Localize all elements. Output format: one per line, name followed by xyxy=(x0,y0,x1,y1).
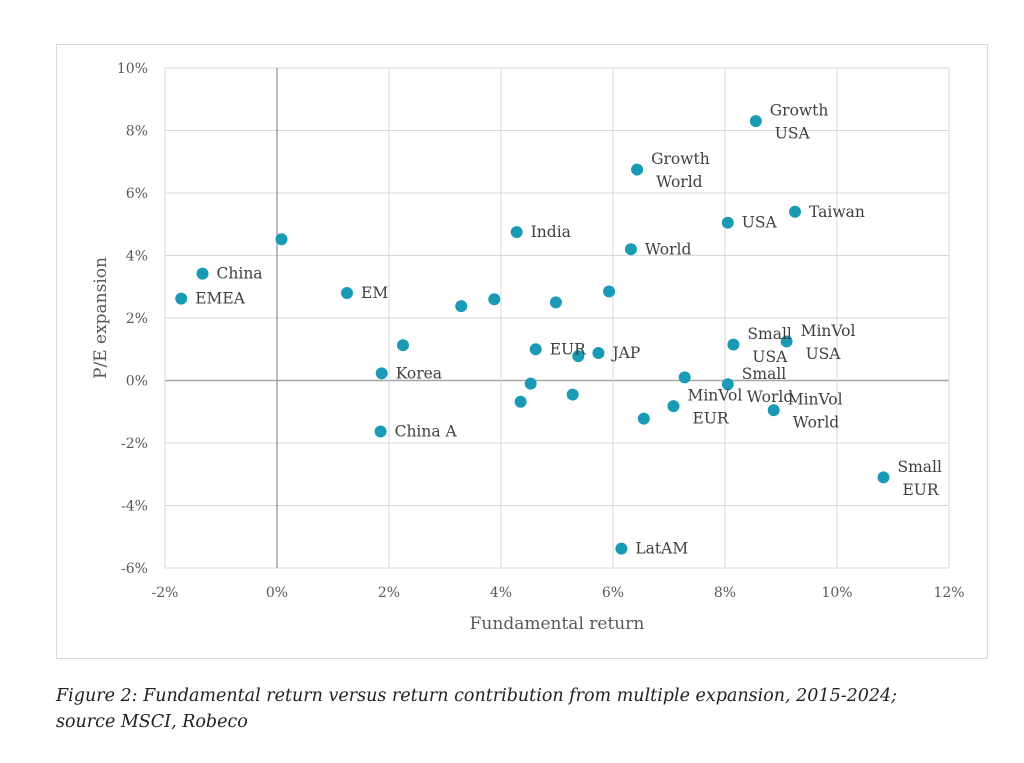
point-label: World xyxy=(645,240,692,258)
x-tick-label: 6% xyxy=(602,585,624,601)
data-point xyxy=(488,293,501,306)
point-label: World xyxy=(747,388,794,406)
y-tick-label: 8% xyxy=(126,124,148,140)
tick-labels: -6% -4% -2% 0% 2% 4% 6% 8% 10% -2% 0% 2% 4% 6% 8% 10% 12… xyxy=(117,61,965,601)
data-point xyxy=(667,400,680,413)
point-label: Taiwan xyxy=(809,203,865,221)
data-point xyxy=(374,425,387,438)
data-point xyxy=(514,395,527,408)
x-tick-label: 2% xyxy=(378,585,400,601)
data-point xyxy=(789,205,801,218)
point-label: Korea xyxy=(396,364,442,382)
point-label: Growth xyxy=(651,150,710,168)
data-point xyxy=(749,115,762,128)
y-tick-label: 4% xyxy=(126,249,148,265)
data-point xyxy=(877,471,890,484)
point-label: World xyxy=(793,414,840,432)
point-label: World xyxy=(656,173,703,191)
data-point xyxy=(510,226,523,239)
data-point xyxy=(721,216,734,229)
point-label: Growth xyxy=(770,102,829,120)
data-point xyxy=(529,343,542,356)
data-points xyxy=(175,115,890,555)
point-label: India xyxy=(531,223,571,241)
point-label: MinVol xyxy=(687,387,742,405)
data-point xyxy=(721,378,734,391)
chart-frame: -6% -4% -2% 0% 2% 4% 6% 8% 10% -2% 0% 2% 4% 6% 8% 10% 12… xyxy=(56,44,988,659)
data-point xyxy=(603,285,616,298)
x-tick-label: 0% xyxy=(266,585,288,601)
y-tick-label: -2% xyxy=(121,436,148,452)
y-axis-title: P/E expansion xyxy=(91,257,111,379)
y-tick-label: -4% xyxy=(121,499,148,515)
data-point xyxy=(631,163,644,176)
x-tick-label: -2% xyxy=(152,585,179,601)
data-point xyxy=(780,335,793,348)
point-labels: Growth USA Growth World Taiwan USA India World C… xyxy=(195,102,942,558)
y-tick-label: 6% xyxy=(126,186,148,202)
point-label: USA xyxy=(752,348,788,366)
point-label: EUR xyxy=(550,340,587,358)
data-point xyxy=(524,377,537,390)
data-point xyxy=(727,338,740,351)
point-label: Small xyxy=(897,458,942,476)
scatter-chart: -6% -4% -2% 0% 2% 4% 6% 8% 10% -2% 0% 2% 4% 6% 8% 10% 12… xyxy=(91,61,965,634)
data-point xyxy=(572,350,585,363)
data-point xyxy=(196,267,209,280)
figure-caption: Figure 2: Fundamental return versus retu… xyxy=(56,683,996,735)
point-label: LatAM xyxy=(635,540,688,558)
caption-line-1: Figure 2: Fundamental return versus retu… xyxy=(56,686,898,706)
data-point xyxy=(592,347,605,359)
caption-line-2: source MSCI, Robeco xyxy=(56,712,248,732)
x-tick-label: 4% xyxy=(490,585,512,601)
data-point xyxy=(455,300,468,313)
data-point xyxy=(375,367,388,380)
data-point xyxy=(275,233,288,246)
gridlines xyxy=(164,67,950,569)
data-point xyxy=(678,371,691,384)
x-axis-title: Fundamental return xyxy=(470,614,645,634)
point-label: China A xyxy=(395,422,458,440)
y-tick-label: 10% xyxy=(117,61,148,77)
point-label: EUR xyxy=(902,481,939,499)
x-tick-label: 12% xyxy=(933,585,964,601)
point-label: USA xyxy=(742,214,778,232)
point-label: USA xyxy=(775,125,811,143)
y-tick-label: 2% xyxy=(126,311,148,327)
point-label: MinVol xyxy=(788,391,843,409)
data-point xyxy=(615,542,628,555)
point-label: MinVol xyxy=(801,322,856,340)
point-label: China xyxy=(217,265,263,283)
data-point xyxy=(637,412,650,425)
point-label: USA xyxy=(806,345,842,363)
data-point xyxy=(341,287,353,299)
point-label: Small xyxy=(742,365,787,383)
point-label: EMEA xyxy=(195,290,246,308)
point-label: Small xyxy=(747,325,792,343)
x-tick-label: 8% xyxy=(714,585,736,601)
data-point xyxy=(549,296,562,309)
y-tick-label: 0% xyxy=(126,374,148,390)
data-point xyxy=(624,243,637,256)
point-label: EUR xyxy=(692,410,729,428)
point-label: JAP xyxy=(610,344,640,362)
y-tick-label: -6% xyxy=(121,561,148,577)
point-label: EM xyxy=(361,284,388,302)
x-tick-label: 10% xyxy=(821,585,852,601)
data-point xyxy=(397,339,409,352)
data-point xyxy=(175,292,188,305)
data-point xyxy=(767,404,780,417)
data-point xyxy=(566,388,579,401)
